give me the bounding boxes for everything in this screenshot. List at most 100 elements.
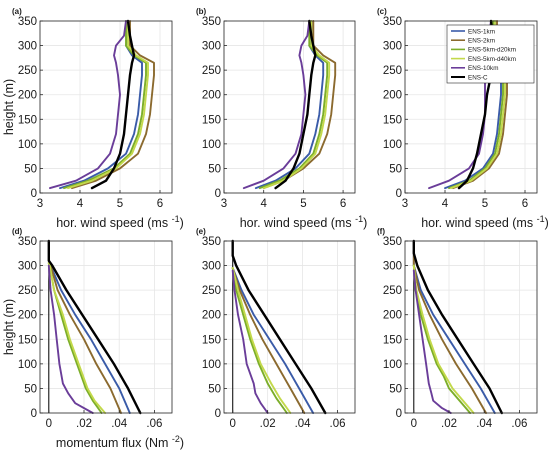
x-tick-label: .02 <box>441 418 457 430</box>
x-tick-label: 4 <box>77 198 84 210</box>
y-tick-label: 0 <box>31 188 37 200</box>
axes-frame <box>39 240 173 414</box>
y-tick-label: 100 <box>383 359 402 371</box>
series-line-ens-5km-d40km <box>67 20 149 190</box>
y-tick-label: 50 <box>208 163 221 175</box>
y-tick-label: 350 <box>18 16 37 28</box>
series-line-ens-c <box>274 19 317 190</box>
y-tick-label: 100 <box>202 359 221 371</box>
legend-label: ENS-C <box>468 74 488 81</box>
panel-label: (b) <box>196 7 207 16</box>
legend-label: ENS-5km-d40km <box>468 56 516 63</box>
y-tick-label: 350 <box>202 236 221 248</box>
panel-b: 3 4 5 6 0 50 100 150 200 250 300 350(b) hor. wind sp… <box>196 7 367 230</box>
series-line-ens-c <box>90 19 136 190</box>
x-tick-label: 0 <box>46 418 52 430</box>
legend-item: ENS-10km <box>451 65 498 72</box>
panel-label: (d) <box>12 227 23 236</box>
x-tick-label: 3 <box>402 198 408 210</box>
y-tick-label: 150 <box>18 334 37 346</box>
y-axis-label: height (m) <box>2 299 16 355</box>
y-tick-label: 350 <box>18 236 37 248</box>
x-tick-label: 3 <box>221 198 227 210</box>
x-tick-label: 6 <box>522 198 528 210</box>
y-tick-label: 50 <box>208 383 221 395</box>
axes-frame <box>223 240 356 414</box>
y-tick-label: 250 <box>202 65 221 77</box>
axes-frame <box>404 240 538 414</box>
panel-label: (e) <box>196 227 206 236</box>
series-line-ens-c <box>47 239 142 415</box>
x-tick-label: 0 <box>230 418 236 430</box>
y-tick-label: 150 <box>202 114 221 126</box>
legend-item: ENS-C <box>451 74 488 81</box>
series-line-ens-5km-d40km <box>262 20 331 190</box>
y-tick-label: 350 <box>383 16 402 28</box>
series-line-ens-10km <box>412 269 452 414</box>
x-tick-label: .04 <box>476 418 493 430</box>
y-tick-label: 50 <box>389 383 402 395</box>
y-tick-label: 250 <box>383 65 402 77</box>
series-line-ens-5km-d40km <box>47 262 107 414</box>
legend-item: ENS-5km-d40km <box>451 56 516 63</box>
series-line-ens-10km <box>242 20 311 190</box>
y-tick-label: 300 <box>383 261 402 273</box>
y-tick-label: 100 <box>18 139 37 151</box>
y-tick-label: 100 <box>383 139 402 151</box>
y-tick-label: 50 <box>24 163 37 175</box>
x-tick-label: 5 <box>300 198 306 210</box>
series-line-ens-10km <box>47 264 94 414</box>
y-tick-label: 150 <box>18 114 37 126</box>
plot-area <box>40 21 172 193</box>
y-tick-label: 200 <box>383 90 402 102</box>
x-tick-label: 6 <box>157 198 163 210</box>
series-line-ens-10km <box>231 269 269 414</box>
legend-box <box>446 24 535 84</box>
y-tick-label: 150 <box>202 334 221 346</box>
legend-label: ENS-10km <box>468 65 498 72</box>
x-tick-label: 4 <box>442 198 449 210</box>
y-axis-label: height (m) <box>2 79 16 135</box>
y-tick-label: 0 <box>215 188 221 200</box>
x-tick-label: 3 <box>37 198 43 210</box>
y-tick-label: 300 <box>202 261 221 273</box>
series-line-ens-2km <box>47 262 122 414</box>
x-axis-label: hor. wind speed (ms -1) <box>240 214 368 230</box>
y-tick-label: 200 <box>18 310 37 322</box>
series-line-ens-2km <box>71 20 155 190</box>
x-axis-label: hor. wind speed (ms -1) <box>421 214 549 230</box>
x-tick-label: .06 <box>146 418 162 430</box>
legend-item: ENS-2km <box>451 38 495 45</box>
series-line-ens-1km <box>231 267 315 414</box>
legend-item: ENS-5km-d20km <box>451 47 516 54</box>
series-line-ens-c <box>231 239 327 415</box>
legend-label: ENS-2km <box>468 38 495 45</box>
panel-a: 3 4 5 6 0 50 100 150 200 250 300 350(a) hor. wind sp… <box>2 7 184 230</box>
y-tick-label: 200 <box>202 310 221 322</box>
legend-item: ENS-1km <box>451 28 495 35</box>
y-tick-label: 100 <box>18 359 37 371</box>
x-tick-label: 4 <box>260 198 267 210</box>
x-tick-label: 6 <box>340 198 346 210</box>
x-tick-label: .04 <box>295 418 312 430</box>
y-tick-label: 300 <box>383 41 402 53</box>
panel-label: (f) <box>377 227 385 236</box>
x-tick-label: 5 <box>482 198 488 210</box>
y-tick-label: 200 <box>202 90 221 102</box>
x-tick-label: .06 <box>330 418 346 430</box>
legend-label: ENS-5km-d20km <box>468 47 516 54</box>
x-tick-label: .02 <box>76 418 92 430</box>
series-line-ens-2km <box>231 267 306 414</box>
y-tick-label: 200 <box>383 310 402 322</box>
panel-label: (a) <box>12 7 22 16</box>
x-tick-label: .04 <box>111 418 128 430</box>
x-tick-label: .02 <box>260 418 276 430</box>
y-tick-label: 50 <box>24 383 37 395</box>
y-tick-label: 300 <box>18 41 37 53</box>
y-tick-label: 0 <box>215 408 221 420</box>
series-line-ens-5km-d40km <box>412 264 475 414</box>
x-axis-label: momentum flux (Nm -2) <box>56 434 184 450</box>
plot-area <box>224 21 355 193</box>
panel-d: 0 .02 .04 .06 0 50 100 150 200 250 300 350(d) moment… <box>2 227 184 450</box>
